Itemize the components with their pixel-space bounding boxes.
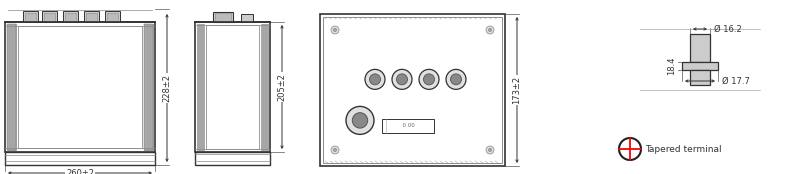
Circle shape [419, 69, 439, 89]
Circle shape [446, 69, 466, 89]
Text: Ø 16.2: Ø 16.2 [714, 25, 742, 34]
Bar [215, 13, 231, 21]
Circle shape [334, 148, 337, 152]
Text: 173±2: 173±2 [513, 76, 522, 104]
Bar [42, 11, 57, 22]
Bar [65, 13, 76, 21]
Circle shape [331, 146, 339, 154]
Text: 0 00: 0 00 [399, 123, 415, 128]
Bar [84, 11, 99, 22]
Bar [144, 24, 153, 150]
Text: 18.4: 18.4 [667, 57, 677, 75]
Bar [682, 62, 718, 70]
Circle shape [486, 26, 494, 34]
Text: 260±2: 260±2 [66, 168, 94, 174]
Bar [7, 24, 16, 150]
Bar [5, 152, 155, 165]
Text: Tapered terminal: Tapered terminal [645, 144, 722, 153]
Bar [195, 22, 270, 152]
Bar [105, 11, 120, 22]
Circle shape [331, 26, 339, 34]
Circle shape [486, 146, 494, 154]
Text: Ø 17.7: Ø 17.7 [722, 77, 750, 85]
Bar [206, 25, 259, 149]
Circle shape [489, 29, 491, 31]
Circle shape [397, 74, 407, 85]
Bar [241, 14, 253, 22]
Bar [144, 24, 153, 150]
Bar [690, 34, 710, 62]
Circle shape [352, 113, 368, 128]
Circle shape [423, 74, 434, 85]
Circle shape [392, 69, 412, 89]
Bar [197, 24, 204, 150]
Circle shape [370, 74, 381, 85]
Bar [86, 13, 97, 21]
Bar [320, 14, 505, 166]
Circle shape [619, 138, 641, 160]
Text: 205±2: 205±2 [278, 73, 286, 101]
Bar [261, 24, 268, 150]
Text: 228±2: 228±2 [162, 74, 171, 102]
Bar [5, 22, 155, 152]
Bar [382, 118, 434, 133]
Bar [23, 11, 38, 22]
Bar [213, 12, 233, 22]
Bar [690, 70, 710, 85]
Circle shape [450, 74, 462, 85]
Bar [107, 13, 118, 21]
Bar [7, 24, 16, 150]
Circle shape [489, 148, 491, 152]
Bar [195, 152, 270, 165]
Circle shape [346, 106, 374, 134]
Circle shape [334, 29, 337, 31]
Bar [44, 13, 55, 21]
Bar [323, 17, 502, 163]
Bar [25, 13, 36, 21]
Bar [18, 26, 142, 148]
Circle shape [365, 69, 385, 89]
Bar [63, 11, 78, 22]
